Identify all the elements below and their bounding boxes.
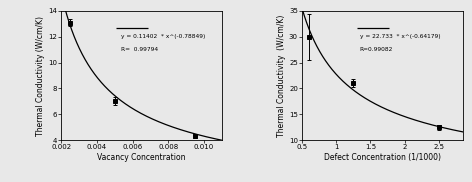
- Text: R=0.99082: R=0.99082: [360, 47, 393, 52]
- Text: y = 22.733  * x^(-0.64179): y = 22.733 * x^(-0.64179): [360, 34, 440, 39]
- Y-axis label: Thermal Conductivity (W/cm/K): Thermal Conductivity (W/cm/K): [36, 15, 45, 136]
- Text: R=  0.99794: R= 0.99794: [121, 47, 158, 52]
- X-axis label: Defect Concentration (1/1000): Defect Concentration (1/1000): [324, 153, 441, 162]
- Y-axis label: Thermal Conductivity  (W/cm/K): Thermal Conductivity (W/cm/K): [277, 14, 286, 137]
- Text: y = 0.11402  * x^(-0.78849): y = 0.11402 * x^(-0.78849): [121, 34, 205, 39]
- X-axis label: Vacancy Concentration: Vacancy Concentration: [97, 153, 186, 162]
